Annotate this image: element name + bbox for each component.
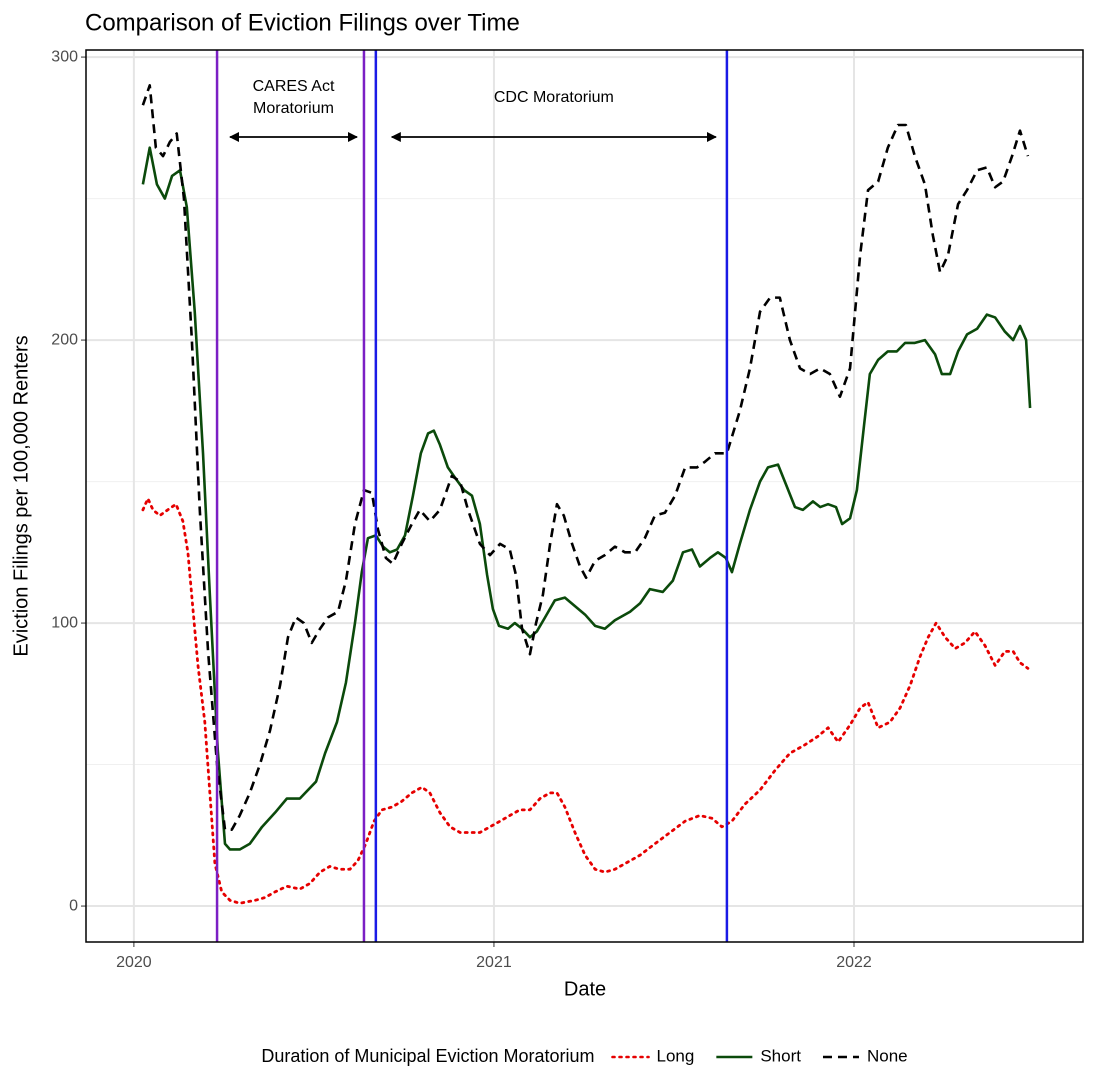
- legend-title: Duration of Municipal Eviction Moratoriu…: [261, 1046, 594, 1066]
- panel-border: [85, 49, 1084, 943]
- y-axis-title: Eviction Filings per 100,000 Renters: [10, 335, 32, 656]
- legend: Duration of Municipal Eviction Moratoriu…: [261, 1046, 907, 1066]
- y-tick-label: 100: [51, 614, 78, 631]
- x-tick-label: 2020: [116, 954, 152, 971]
- series-line: [141, 497, 1030, 905]
- chart-title: Comparison of Eviction Filings over Time: [85, 9, 520, 36]
- annotation-text: Moratorium: [253, 100, 334, 117]
- legend-label: None: [867, 1046, 908, 1065]
- y-tick-label: 0: [69, 897, 78, 914]
- x-tick-label: 2022: [836, 954, 872, 971]
- annotation-text: CARES Act: [253, 78, 335, 95]
- x-axis-title: Date: [564, 978, 606, 1000]
- y-tick-label: 200: [51, 331, 78, 348]
- x-tick-label: 2021: [476, 954, 512, 971]
- annotation-text: CDC Moratorium: [494, 89, 614, 106]
- legend-label: Short: [760, 1046, 801, 1065]
- series-line: [141, 146, 1032, 851]
- series-line: [141, 84, 1030, 831]
- y-tick-label: 300: [51, 48, 78, 65]
- legend-label: Long: [657, 1046, 695, 1065]
